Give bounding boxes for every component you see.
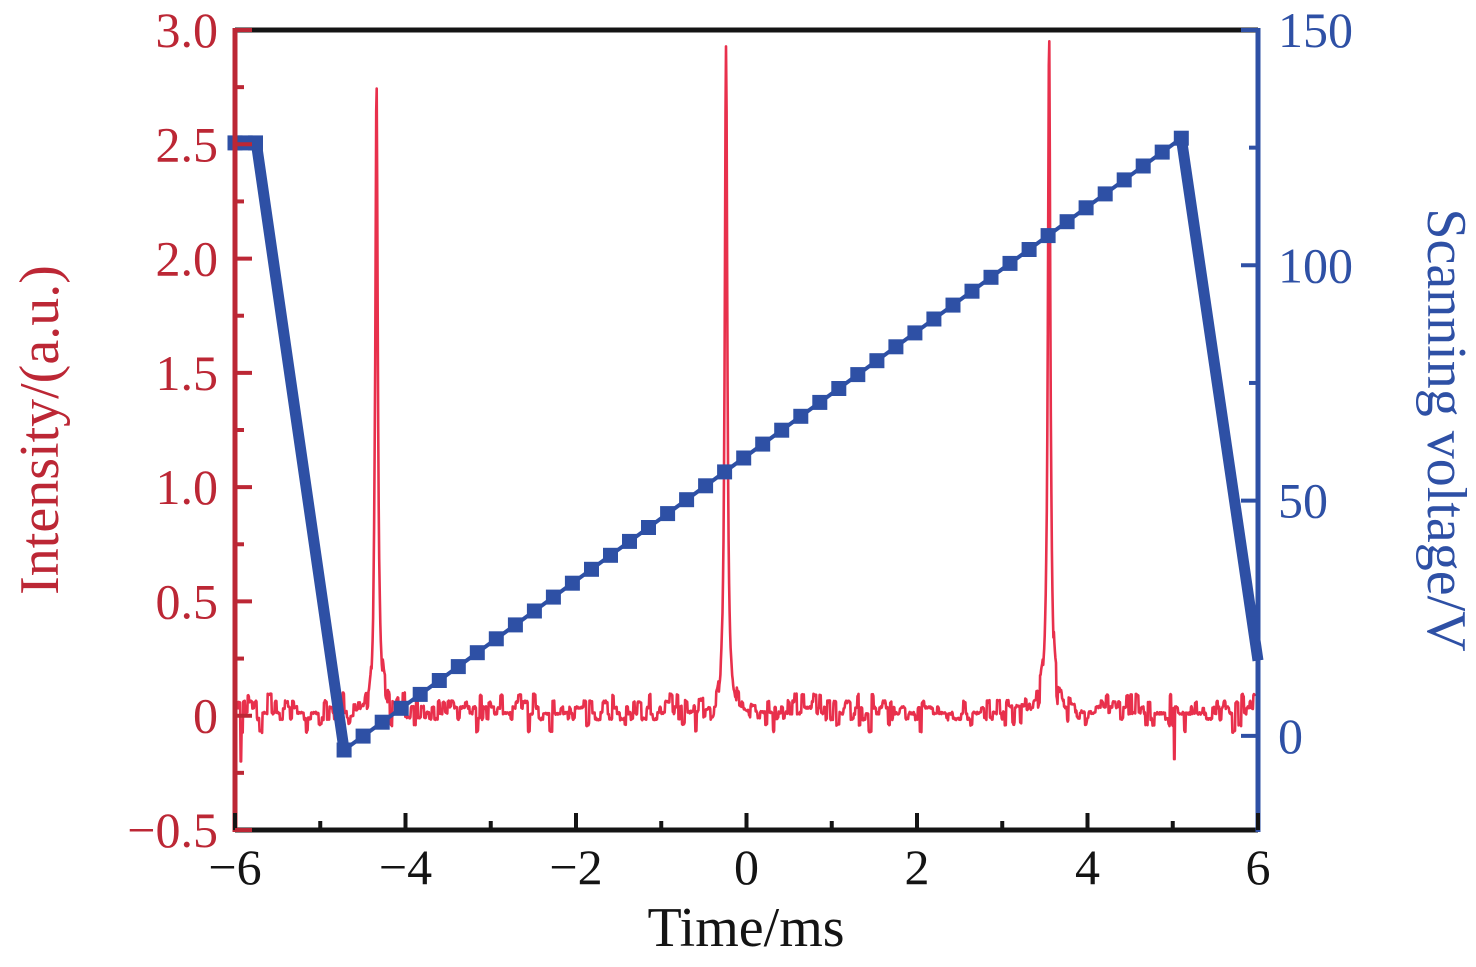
axes-layer: −6 −4 −2 0 2 4 6 3.0 2.5 2.0 1.5 1.0 0.5 0 −0.5 150 100 5…	[127, 2, 1353, 895]
voltage-marker	[1097, 186, 1113, 202]
series-layer	[227, 39, 1264, 763]
voltage-marker	[1021, 242, 1037, 257]
voltage-marker	[831, 381, 847, 396]
voltage-down-ramp-right	[1175, 137, 1264, 662]
voltage-line	[235, 134, 1260, 754]
voltage-marker	[450, 659, 466, 675]
right-axis-title: Scanning voltage/V	[1415, 208, 1476, 651]
voltage-marker	[964, 283, 980, 299]
voltage-marker	[983, 269, 999, 285]
voltage-marker	[374, 714, 390, 730]
voltage-marker	[1154, 144, 1170, 160]
voltage-marker	[412, 686, 428, 702]
voltage-marker	[393, 700, 409, 716]
voltage-marker	[698, 478, 714, 494]
left-tick-label: 1.0	[156, 459, 219, 515]
left-tick-label: 0.5	[156, 573, 219, 629]
voltage-marker	[907, 325, 923, 341]
x-tick-label: −4	[379, 839, 432, 895]
voltage-marker	[1173, 130, 1189, 146]
voltage-marker	[1002, 255, 1018, 271]
voltage-marker	[622, 533, 637, 549]
voltage-marker	[774, 422, 790, 438]
voltage-marker	[545, 589, 561, 605]
voltage-marker	[526, 603, 542, 619]
left-tick-label: 2.5	[156, 116, 219, 172]
voltage-marker	[1078, 200, 1094, 216]
voltage-marker	[812, 394, 828, 410]
right-tick-label: 50	[1278, 473, 1328, 529]
voltage-marker	[888, 339, 904, 355]
right-tick-label: 150	[1278, 2, 1353, 58]
right-tick-label: 0	[1278, 708, 1303, 764]
voltage-marker	[507, 617, 523, 633]
voltage-marker	[488, 631, 504, 647]
voltage-marker	[641, 520, 656, 535]
left-tick-label: 2.0	[156, 231, 219, 287]
x-tick-label: 4	[1075, 839, 1100, 895]
voltage-marker	[869, 353, 885, 369]
voltage-marker	[926, 311, 942, 327]
voltage-marker	[717, 464, 733, 480]
voltage-marker	[945, 297, 961, 313]
left-axis-title: Intensity/(a.u.)	[9, 265, 71, 595]
voltage-marker	[603, 547, 618, 563]
voltage-marker	[850, 367, 866, 383]
voltage-marker	[1135, 158, 1151, 174]
voltage-marker	[469, 645, 485, 661]
voltage-marker	[736, 450, 752, 466]
voltage-marker	[248, 135, 263, 151]
x-tick-label: −6	[208, 839, 261, 895]
x-tick-label: 2	[905, 839, 930, 895]
x-tick-label: −2	[549, 839, 602, 895]
x-tick-label: 6	[1246, 839, 1271, 895]
voltage-marker	[355, 728, 371, 744]
left-tick-label: 3.0	[156, 2, 219, 58]
voltage-down-ramp-left	[235, 137, 350, 751]
voltage-marker	[1059, 214, 1075, 230]
voltage-marker	[336, 742, 352, 758]
voltage-marker	[660, 506, 676, 522]
x-tick-label: 0	[734, 839, 759, 895]
voltage-marker	[755, 436, 771, 452]
right-tick-label: 100	[1278, 237, 1353, 293]
voltage-marker	[564, 575, 580, 591]
intensity-trace	[233, 39, 1257, 763]
left-tick-label: −0.5	[127, 802, 218, 858]
x-axis-title: Time/ms	[647, 897, 844, 959]
voltage-marker	[584, 561, 599, 577]
voltage-marker	[679, 492, 695, 508]
left-tick-label: 0	[193, 688, 218, 744]
voltage-marker	[1040, 228, 1056, 244]
voltage-marker	[793, 408, 809, 424]
left-tick-label: 1.5	[156, 345, 219, 401]
voltage-marker	[431, 673, 447, 688]
voltage-marker	[1116, 172, 1132, 188]
